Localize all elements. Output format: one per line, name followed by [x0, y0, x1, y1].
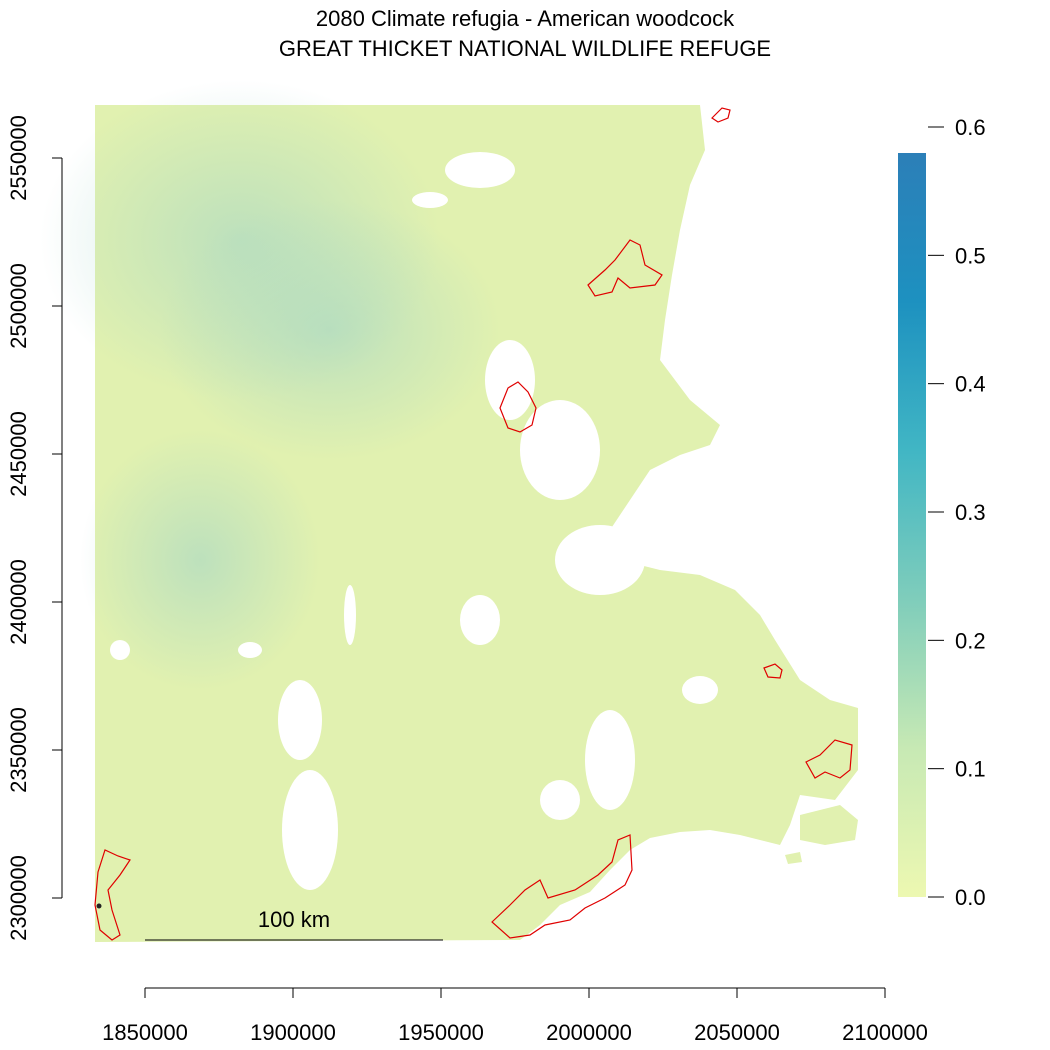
refuge-unit	[94, 849, 131, 941]
raster-speckle	[160, 200, 500, 460]
land-raster-island	[800, 805, 858, 845]
x-tick-label: 2000000	[546, 1020, 632, 1045]
x-tick-label: 1850000	[102, 1020, 188, 1045]
x-tick-label: 2050000	[694, 1020, 780, 1045]
x-tick-label: 1900000	[250, 1020, 336, 1045]
nodata-patches	[110, 152, 718, 890]
raster-speckle	[80, 430, 320, 690]
y-tick-label: 2550000	[6, 115, 31, 201]
refuge-unit	[763, 663, 783, 679]
y-tick-label: 2400000	[6, 559, 31, 645]
legend-tick-label: 0.6	[955, 115, 986, 140]
refuge-unit	[491, 834, 633, 939]
refuge-unit	[711, 107, 731, 123]
y-axis: 2300000 2350000 2400000 2450000 2500000 25500…	[6, 115, 63, 941]
color-legend: 0.0 0.1 0.2 0.3 0.4 0.5 0.6	[898, 115, 986, 910]
legend-tick-label: 0.3	[955, 500, 986, 525]
y-tick-label: 2500000	[6, 263, 31, 349]
scale-bar-label: 100 km	[258, 907, 330, 932]
y-tick-label: 2350000	[6, 707, 31, 793]
legend-tick-label: 0.4	[955, 372, 986, 397]
legend-tick-label: 0.1	[955, 757, 986, 782]
refuge-unit	[805, 739, 853, 779]
y-tick-label: 2450000	[6, 411, 31, 497]
y-tick-label: 2300000	[6, 855, 31, 941]
refuge-unit	[587, 239, 663, 297]
raster-layer	[40, 80, 858, 942]
x-tick-label: 2100000	[842, 1020, 928, 1045]
legend-tick-label: 0.2	[955, 628, 986, 653]
land-raster-island-2	[785, 852, 802, 864]
refuge-unit	[499, 381, 537, 433]
map-subtitle: GREAT THICKET NATIONAL WILDLIFE REFUGE	[278, 36, 772, 61]
map-title: 2080 Climate refugia - American woodcock	[315, 6, 735, 31]
legend-tick-label: 0.0	[955, 885, 986, 910]
x-axis: 1850000 1900000 1950000 2000000 2050000 21000…	[102, 987, 928, 1045]
refuge-units	[94, 107, 853, 941]
refuge-point	[96, 903, 102, 909]
legend-colorbar	[898, 153, 926, 897]
x-tick-label: 1950000	[398, 1020, 484, 1045]
legend-tick-label: 0.5	[955, 243, 986, 268]
